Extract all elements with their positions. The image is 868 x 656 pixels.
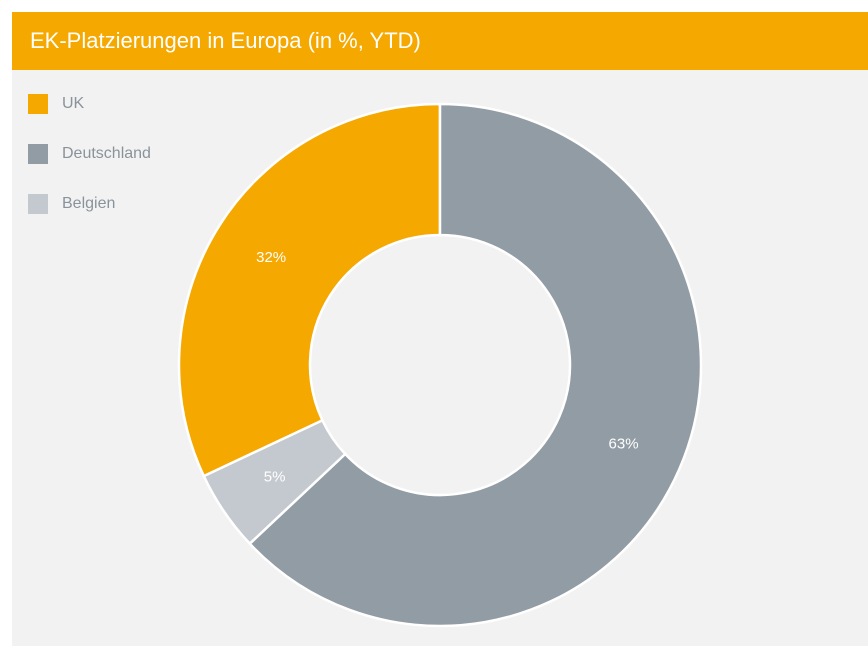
donut-slice — [177, 102, 442, 478]
legend-swatch — [28, 144, 48, 164]
data-label: 32% — [256, 249, 286, 266]
title-bar — [12, 12, 868, 70]
chart-title: EK-Platzierungen in Europa (in %, YTD) — [30, 28, 421, 53]
legend-swatch — [28, 194, 48, 214]
legend-label: UK — [62, 95, 85, 112]
donut-slice — [202, 418, 348, 546]
legend-swatch — [28, 94, 48, 114]
legend-label: Belgien — [62, 195, 115, 212]
data-label: 5% — [264, 468, 286, 485]
legend-label: Deutschland — [62, 145, 151, 162]
donut-slice — [247, 102, 703, 628]
data-label: 63% — [609, 435, 639, 452]
